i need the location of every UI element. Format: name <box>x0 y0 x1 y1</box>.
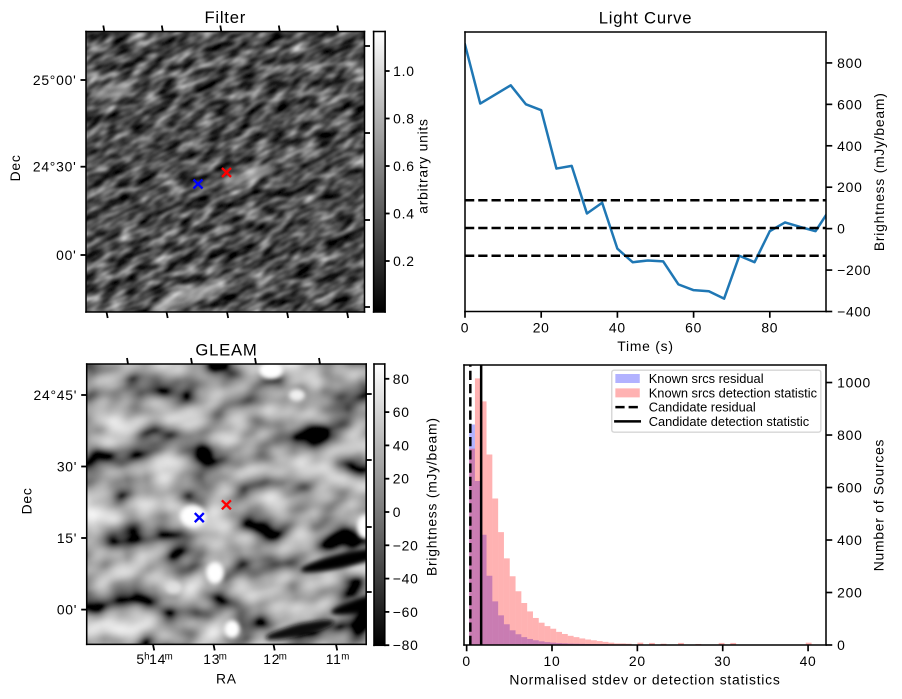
svg-text:60: 60 <box>685 320 702 336</box>
svg-text:0.4: 0.4 <box>393 206 415 222</box>
svg-text:800: 800 <box>837 427 862 443</box>
svg-text:400: 400 <box>837 138 862 154</box>
svg-text:14: 14 <box>149 651 166 667</box>
svg-text:Known srcs detection statistic: Known srcs detection statistic <box>649 385 818 400</box>
svg-text:−400: −400 <box>837 304 871 320</box>
svg-text:200: 200 <box>837 179 862 195</box>
svg-text:200: 200 <box>837 585 862 601</box>
svg-text:600: 600 <box>837 96 862 112</box>
svg-text:0: 0 <box>461 320 469 336</box>
svg-text:20: 20 <box>533 320 550 336</box>
svg-text:h: h <box>144 652 150 663</box>
svg-text:0.2: 0.2 <box>393 253 415 269</box>
svg-text:Brightness (mJy/beam): Brightness (mJy/beam) <box>871 92 887 251</box>
svg-text:30: 30 <box>714 653 731 669</box>
svg-text:RA: RA <box>216 671 237 687</box>
svg-text:00': 00' <box>56 247 76 263</box>
svg-text:80: 80 <box>761 320 778 336</box>
svg-text:40: 40 <box>609 320 626 336</box>
svg-text:40: 40 <box>393 437 410 453</box>
svg-text:Candidate residual: Candidate residual <box>649 400 756 415</box>
svg-text:1000: 1000 <box>837 375 871 391</box>
svg-text:Normalised stdev or detection: Normalised stdev or detection statistics <box>509 672 780 688</box>
svg-text:Dec: Dec <box>7 154 23 181</box>
svg-text:30': 30' <box>57 459 77 475</box>
svg-text:400: 400 <box>837 532 862 548</box>
svg-text:15': 15' <box>57 530 77 546</box>
svg-text:600: 600 <box>837 480 862 496</box>
svg-text:20: 20 <box>393 471 410 487</box>
svg-text:Filter: Filter <box>204 8 246 27</box>
svg-text:−40: −40 <box>393 571 419 587</box>
svg-text:24°30': 24°30' <box>33 159 77 175</box>
svg-text:Time (s): Time (s) <box>617 338 673 354</box>
svg-text:0.8: 0.8 <box>393 111 415 127</box>
svg-text:12: 12 <box>263 651 280 667</box>
svg-text:GLEAM: GLEAM <box>195 341 257 360</box>
svg-text:−60: −60 <box>393 604 419 620</box>
svg-text:0.6: 0.6 <box>393 158 415 174</box>
svg-text:11: 11 <box>326 651 342 667</box>
svg-text:m: m <box>279 652 288 663</box>
svg-text:Number of Sources: Number of Sources <box>871 439 887 572</box>
svg-text:00': 00' <box>57 602 77 618</box>
svg-text:24°45': 24°45' <box>34 387 78 403</box>
svg-text:0: 0 <box>462 653 470 669</box>
svg-text:0: 0 <box>837 637 845 653</box>
svg-text:25°00': 25°00' <box>33 72 77 88</box>
svg-text:m: m <box>165 652 174 663</box>
svg-text:Candidate detection statistic: Candidate detection statistic <box>649 414 810 429</box>
svg-text:1.0: 1.0 <box>393 63 415 79</box>
svg-text:Dec: Dec <box>19 487 35 514</box>
svg-text:Brightness (mJy/beam): Brightness (mJy/beam) <box>424 417 440 576</box>
svg-text:10: 10 <box>544 653 561 669</box>
svg-text:0: 0 <box>393 504 401 520</box>
svg-text:Light Curve: Light Curve <box>599 9 693 28</box>
svg-text:−200: −200 <box>837 262 871 278</box>
svg-text:arbitrary units: arbitrary units <box>415 118 431 214</box>
svg-text:5: 5 <box>136 651 144 667</box>
svg-text:800: 800 <box>837 55 862 71</box>
svg-text:Known srcs residual: Known srcs residual <box>649 371 764 386</box>
svg-text:0: 0 <box>837 221 845 237</box>
svg-text:m: m <box>341 652 350 663</box>
svg-text:20: 20 <box>629 653 646 669</box>
svg-text:13: 13 <box>203 651 220 667</box>
svg-text:−20: −20 <box>393 537 419 553</box>
svg-text:m: m <box>219 652 228 663</box>
svg-text:40: 40 <box>800 653 817 669</box>
svg-text:80: 80 <box>393 371 410 387</box>
svg-text:−80: −80 <box>393 637 419 653</box>
svg-text:60: 60 <box>393 404 410 420</box>
